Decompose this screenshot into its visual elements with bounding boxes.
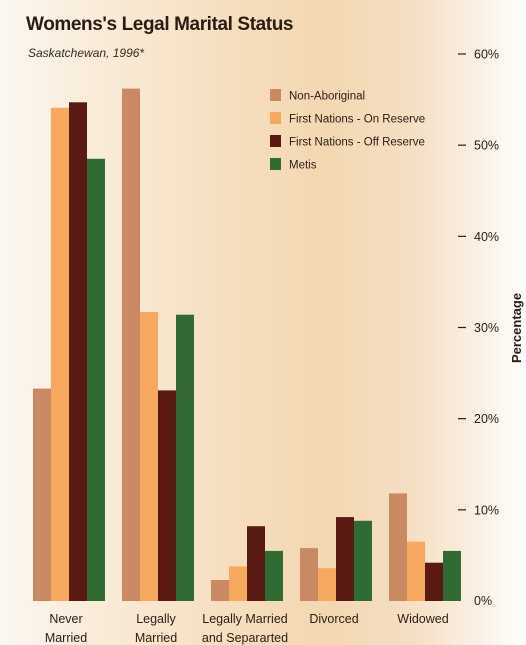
bar — [158, 390, 176, 601]
x-tick-label: Divorced — [309, 612, 358, 626]
bar — [87, 158, 105, 602]
legend-swatch — [270, 89, 281, 101]
x-tick-label: Never Married — [45, 612, 87, 645]
legend-label: Non-Aboriginal — [289, 91, 365, 103]
bar — [122, 88, 140, 602]
bar — [69, 102, 87, 602]
y-tick-label: 30% — [474, 321, 499, 335]
bar — [265, 550, 283, 601]
y-tick-label: 10% — [474, 503, 499, 517]
bar — [425, 562, 443, 601]
bar — [33, 388, 51, 601]
legend-swatch — [270, 112, 281, 124]
x-tick-label: Legally Married and Separarted — [202, 612, 288, 645]
bar — [443, 550, 461, 601]
bar — [318, 568, 336, 601]
legend-swatch — [270, 135, 281, 147]
bar — [229, 566, 247, 601]
bar — [140, 312, 158, 601]
y-tick-label: 0% — [474, 594, 492, 608]
bar — [389, 493, 407, 601]
y-tick-label: 60% — [474, 48, 499, 62]
legend-label: Metis — [289, 160, 317, 172]
y-tick-label: 40% — [474, 230, 499, 244]
bar — [336, 517, 354, 601]
x-tick-label: Legally Married — [135, 612, 177, 645]
bar — [247, 526, 265, 601]
bar — [407, 541, 425, 601]
y-axis-label: Percentage — [509, 293, 524, 363]
chart-subtitle: Saskatchewan, 1996* — [28, 46, 145, 60]
bar — [354, 520, 372, 601]
legend-swatch — [270, 158, 281, 170]
y-tick-label: 20% — [474, 412, 499, 426]
bar — [51, 107, 69, 602]
chart-title: Womens's Legal Marital Status — [26, 14, 294, 35]
legend-label: First Nations - Off Reserve — [289, 137, 425, 149]
bar — [211, 580, 229, 601]
y-tick-label: 50% — [474, 139, 499, 153]
x-tick-label: Widowed — [397, 612, 448, 626]
legend-label: First Nations - On Reserve — [289, 114, 425, 126]
bar — [176, 314, 194, 601]
bar — [300, 548, 318, 601]
